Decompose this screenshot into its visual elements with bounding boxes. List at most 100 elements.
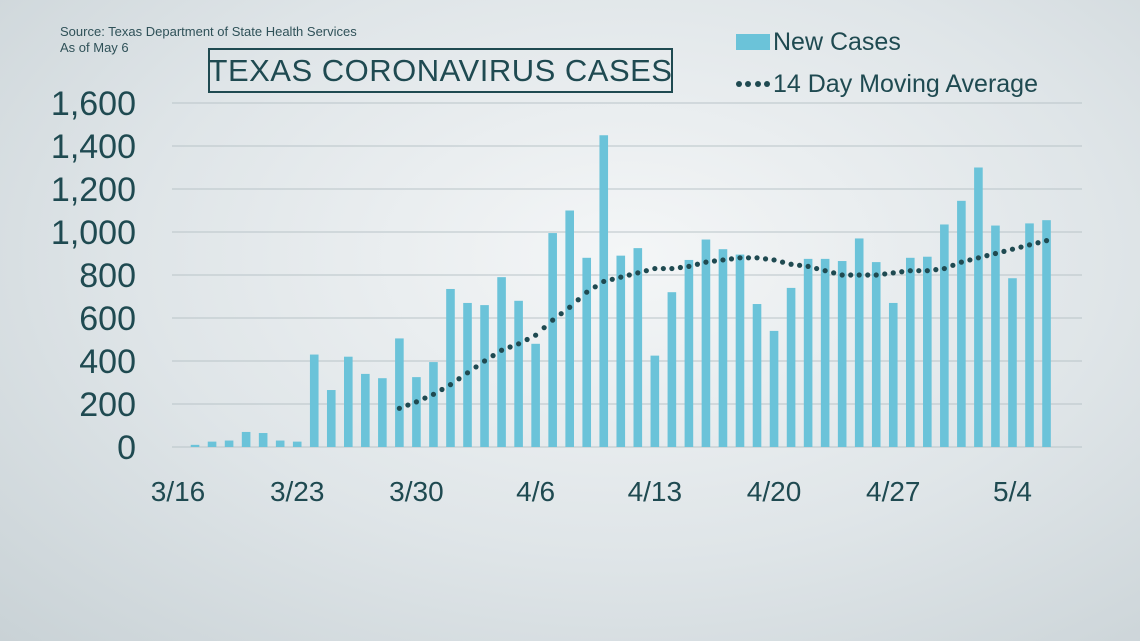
moving-average-point	[711, 258, 718, 264]
moving-average-point	[694, 261, 701, 267]
moving-average-point	[941, 265, 947, 272]
legend-label-moving-average: 14 Day Moving Average	[773, 69, 1038, 98]
moving-average-point	[592, 284, 598, 290]
x-tick-label: 4/6	[516, 476, 555, 507]
bar-new-cases	[258, 433, 268, 447]
bar-new-cases	[275, 440, 285, 447]
bar-new-cases	[718, 249, 728, 447]
moving-average-point	[1018, 244, 1024, 250]
chart-title: TEXAS CORONAVIRUS CASES	[208, 52, 673, 88]
y-tick-label: 400	[79, 343, 136, 381]
bar-new-cases	[412, 377, 421, 447]
legend: New Cases 14 Day Moving Average	[736, 24, 1038, 102]
bar-new-cases	[497, 277, 506, 447]
moving-average-point	[516, 341, 522, 347]
moving-average-point	[831, 270, 837, 276]
bar-new-cases	[514, 300, 523, 447]
moving-average-point	[413, 399, 420, 405]
x-axis-ticks: 3/16 3/23 3/30 4/6 4/13 4/20 4/27 5/4	[151, 476, 1032, 507]
bar-new-cases	[923, 256, 932, 447]
moving-average-point	[677, 264, 683, 271]
bar-new-cases	[224, 440, 234, 447]
x-tick-label: 3/30	[389, 476, 444, 507]
bar-new-cases	[803, 258, 813, 447]
moving-average-point	[882, 271, 888, 277]
moving-average-point	[924, 268, 930, 274]
moving-average-point	[609, 276, 615, 282]
legend-swatch-bar	[736, 34, 770, 50]
moving-average-point	[779, 259, 786, 265]
moving-average-point	[933, 267, 939, 273]
x-tick-label: 4/13	[628, 476, 683, 507]
moving-average-point	[1035, 240, 1041, 246]
bar-new-cases	[326, 390, 336, 447]
moving-average-point	[490, 353, 496, 359]
y-tick-label: 1,600	[51, 85, 136, 123]
bar-new-cases	[991, 225, 1000, 447]
moving-average-point	[422, 395, 428, 401]
moving-average-point	[473, 364, 479, 370]
bar-new-cases	[1042, 220, 1051, 447]
moving-average-point	[481, 358, 488, 364]
bar-new-cases	[616, 255, 626, 447]
y-tick-label: 800	[79, 257, 136, 295]
moving-average-point	[1009, 246, 1016, 252]
bar-new-cases	[480, 305, 489, 447]
moving-average-point	[984, 253, 990, 259]
moving-average-point	[958, 259, 964, 265]
bar-new-cases	[752, 304, 762, 447]
bar-new-cases	[361, 373, 370, 447]
moving-average-point	[550, 317, 556, 323]
moving-average-point	[567, 304, 573, 310]
moving-average-point	[464, 370, 471, 376]
source-note: Source: Texas Department of State Health…	[60, 24, 357, 56]
moving-average-point	[720, 257, 726, 263]
bar-new-cases	[531, 343, 540, 447]
moving-average-point	[873, 272, 879, 278]
moving-average-point	[814, 265, 820, 272]
x-tick-label: 5/4	[993, 476, 1032, 507]
bar-new-cases	[565, 210, 574, 447]
bar-new-cases	[701, 239, 711, 447]
bar-new-cases	[292, 441, 302, 447]
moving-average-point	[848, 272, 854, 278]
bar-new-cases	[190, 444, 200, 447]
legend-item-new-cases: New Cases	[736, 24, 1038, 60]
bar-new-cases	[378, 378, 387, 447]
moving-average-point	[405, 402, 411, 408]
y-tick-label: 1,000	[51, 214, 136, 252]
moving-average-point	[728, 256, 735, 262]
moving-average-point	[439, 386, 445, 393]
y-tick-label: 0	[117, 429, 136, 467]
moving-average-point	[652, 265, 658, 272]
moving-average-point	[430, 391, 437, 397]
moving-average-point	[524, 336, 530, 343]
y-tick-label: 1,400	[51, 128, 136, 166]
moving-average-point	[601, 278, 607, 285]
bar-new-cases	[974, 167, 983, 447]
bar-new-cases	[650, 355, 660, 447]
bar-new-cases	[957, 200, 966, 447]
moving-average-point	[456, 376, 462, 382]
legend-swatch-dotted-line	[736, 81, 770, 87]
moving-average-point	[541, 325, 547, 331]
bar-new-cases	[633, 248, 643, 447]
bar-new-cases	[344, 356, 353, 447]
bar-new-cases	[309, 354, 319, 447]
moving-average-point	[856, 272, 862, 278]
legend-label-new-cases: New Cases	[773, 27, 901, 56]
y-axis-ticks: 0 200 400 600 800 1,000 1,200 1,400 1,600	[51, 85, 136, 467]
moving-average-point	[805, 263, 811, 269]
chart-title-box: TEXAS CORONAVIRUS CASES	[208, 48, 673, 93]
moving-average-point	[975, 255, 982, 261]
moving-average-point	[703, 259, 709, 265]
bar-new-cases	[667, 292, 677, 447]
line-series-moving-average	[396, 238, 1050, 411]
bar-new-cases	[1025, 223, 1034, 447]
bar-new-cases	[940, 224, 949, 447]
moving-average-point	[686, 263, 692, 269]
moving-average-point	[584, 289, 590, 295]
bar-new-cases	[837, 261, 847, 447]
moving-average-point	[643, 268, 649, 274]
